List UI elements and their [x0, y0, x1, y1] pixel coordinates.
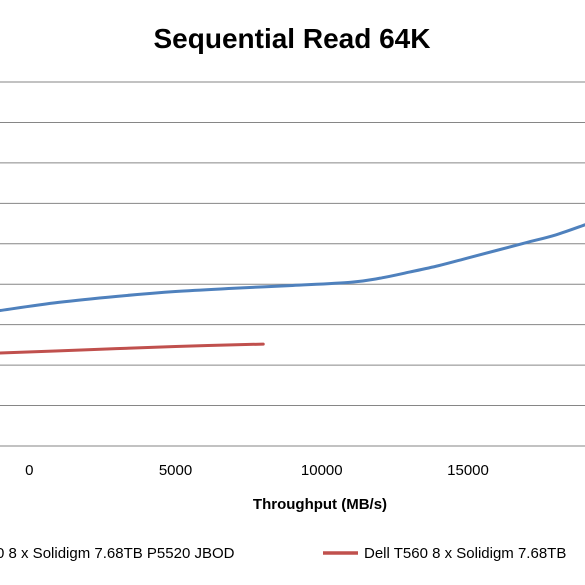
series-line-1: [0, 223, 585, 313]
x-tick-label: 15000: [447, 462, 489, 479]
x-tick-labels: 0 5000 10000 15000: [25, 462, 489, 479]
x-tick-label: 10000: [301, 462, 343, 479]
x-tick-label: 5000: [159, 462, 192, 479]
grid-lines: [0, 81, 585, 407]
x-tick-label: 0: [25, 462, 33, 479]
legend: 0 8 x Solidigm 7.68TB P5520 JBOD Dell T5…: [0, 545, 566, 562]
legend-label-series-1: 0 8 x Solidigm 7.68TB P5520 JBOD: [0, 545, 235, 562]
series-layer: [0, 223, 585, 355]
x-axis-label: Throughput (MB/s): [253, 496, 387, 513]
series-line-2: [0, 342, 265, 355]
legend-label-series-2: Dell T560 8 x Solidigm 7.68TB: [364, 545, 566, 562]
chart-title: Sequential Read 64K: [154, 23, 431, 54]
